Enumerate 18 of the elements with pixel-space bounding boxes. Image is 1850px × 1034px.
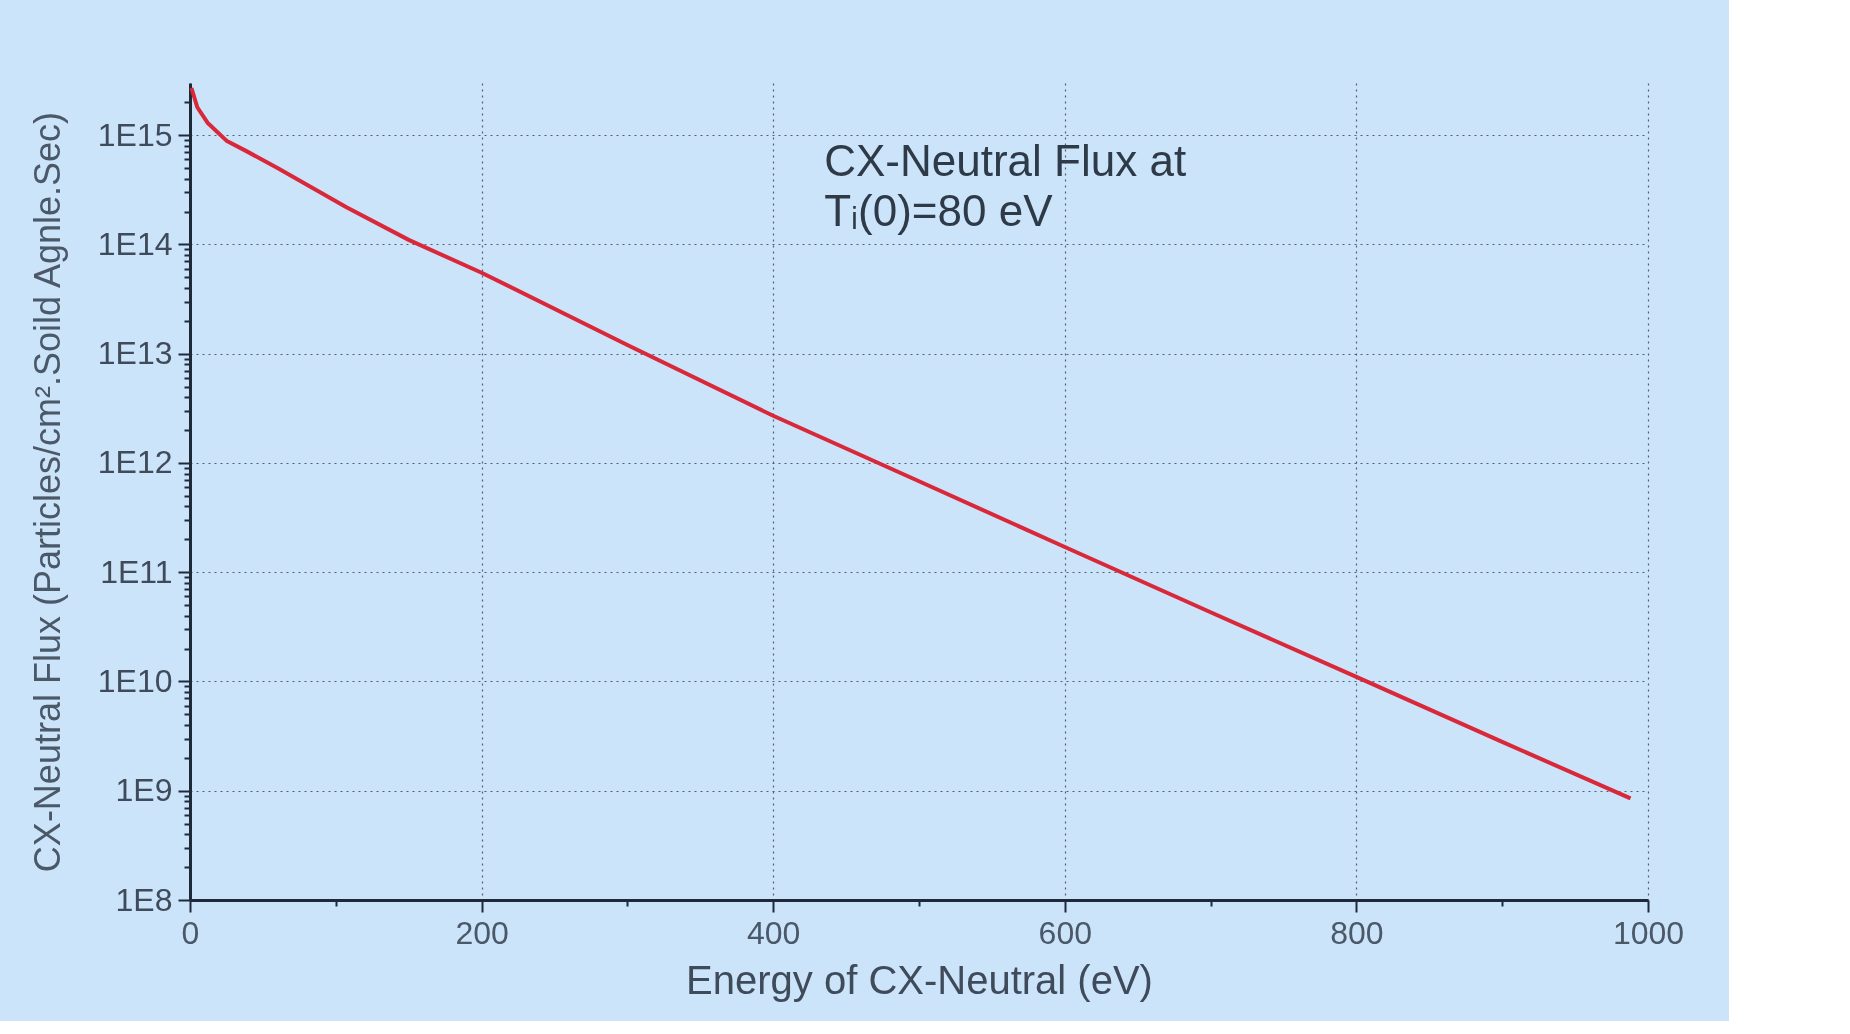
y-tick-label: 1E15 [97, 116, 173, 153]
x-tick-label: 1000 [1612, 914, 1685, 951]
x-tick-label: 800 [1330, 914, 1384, 951]
x-tick-label: 0 [181, 914, 200, 951]
x-tick-label: 200 [455, 914, 509, 951]
y-tick-label: 1E12 [97, 444, 173, 481]
y-tick-label: 1E13 [97, 335, 173, 372]
annotation: CX-Neutral Flux at Tᵢ(0)=80 eV [824, 136, 1187, 236]
y-tick-label: 1E9 [115, 772, 173, 809]
x-tick-label: 600 [1038, 914, 1092, 951]
y-tick-label: 1E11 [100, 553, 173, 590]
x-tick-label: 400 [747, 914, 801, 951]
y-tick-label: 1E14 [97, 225, 173, 262]
x-axis-title: Energy of CX-Neutral (eV) [686, 957, 1153, 1002]
y-tick-label: 1E8 [115, 881, 173, 918]
line-series [189, 86, 1633, 801]
y-tick-label: 1E10 [97, 662, 173, 699]
y-axis-title: CX-Neutral Flux (Particles/cm².Soild Agnle.Sec) [26, 111, 68, 873]
